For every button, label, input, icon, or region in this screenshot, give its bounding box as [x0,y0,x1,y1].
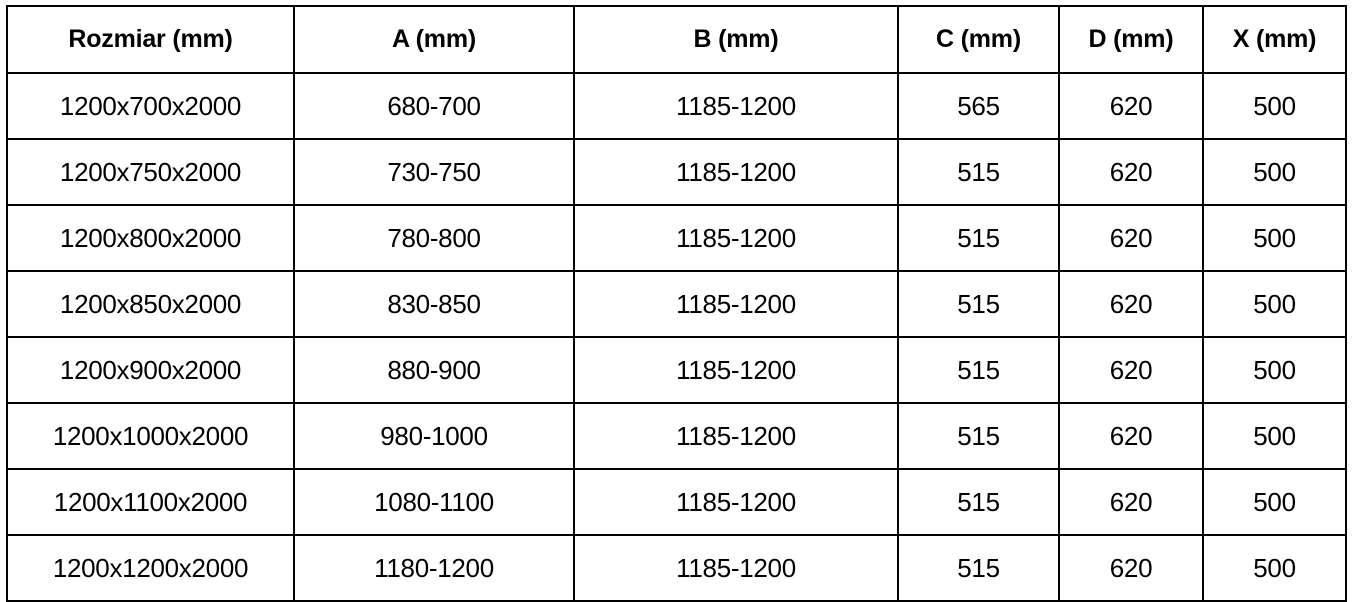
cell-c: 515 [897,138,1060,206]
cell-size: 1200x750x2000 [6,138,295,206]
column-header-b: B (mm) [573,5,899,74]
cell-c: 515 [897,468,1060,536]
cell-b: 1185-1200 [573,72,899,140]
column-header-size: Rozmiar (mm) [6,5,295,74]
cell-b: 1185-1200 [573,468,899,536]
column-header-c: C (mm) [897,5,1060,74]
cell-size: 1200x800x2000 [6,204,295,272]
cell-a: 1080-1100 [293,468,575,536]
cell-size: 1200x1200x2000 [6,534,295,602]
cell-b: 1185-1200 [573,138,899,206]
cell-a: 830-850 [293,270,575,338]
cell-a: 980-1000 [293,402,575,470]
table-row: 1200x750x2000 730-750 1185-1200 515 620 … [6,138,1347,206]
cell-d: 620 [1058,270,1204,338]
cell-a: 730-750 [293,138,575,206]
dimensions-table: Rozmiar (mm) A (mm) B (mm) C (mm) D (mm)… [6,5,1347,602]
table-header-row: Rozmiar (mm) A (mm) B (mm) C (mm) D (mm)… [6,5,1347,74]
cell-size: 1200x1100x2000 [6,468,295,536]
cell-d: 620 [1058,402,1204,470]
cell-b: 1185-1200 [573,534,899,602]
cell-x: 500 [1202,270,1347,338]
column-header-d: D (mm) [1058,5,1204,74]
cell-a: 780-800 [293,204,575,272]
cell-x: 500 [1202,204,1347,272]
cell-c: 515 [897,402,1060,470]
table-row: 1200x900x2000 880-900 1185-1200 515 620 … [6,336,1347,404]
cell-x: 500 [1202,468,1347,536]
table-row: 1200x1100x2000 1080-1100 1185-1200 515 6… [6,468,1347,536]
cell-c: 515 [897,204,1060,272]
cell-d: 620 [1058,468,1204,536]
cell-d: 620 [1058,72,1204,140]
cell-c: 565 [897,72,1060,140]
cell-size: 1200x850x2000 [6,270,295,338]
cell-b: 1185-1200 [573,336,899,404]
table-header: Rozmiar (mm) A (mm) B (mm) C (mm) D (mm)… [6,5,1347,74]
cell-a: 1180-1200 [293,534,575,602]
table-body: 1200x700x2000 680-700 1185-1200 565 620 … [6,72,1347,602]
table-row: 1200x700x2000 680-700 1185-1200 565 620 … [6,72,1347,140]
cell-d: 620 [1058,138,1204,206]
cell-x: 500 [1202,336,1347,404]
cell-b: 1185-1200 [573,204,899,272]
table-row: 1200x1000x2000 980-1000 1185-1200 515 62… [6,402,1347,470]
cell-a: 680-700 [293,72,575,140]
cell-b: 1185-1200 [573,402,899,470]
cell-x: 500 [1202,402,1347,470]
cell-c: 515 [897,534,1060,602]
cell-b: 1185-1200 [573,270,899,338]
cell-c: 515 [897,270,1060,338]
cell-x: 500 [1202,72,1347,140]
cell-a: 880-900 [293,336,575,404]
table-row: 1200x1200x2000 1180-1200 1185-1200 515 6… [6,534,1347,602]
table-row: 1200x850x2000 830-850 1185-1200 515 620 … [6,270,1347,338]
cell-d: 620 [1058,534,1204,602]
cell-d: 620 [1058,336,1204,404]
cell-d: 620 [1058,204,1204,272]
cell-x: 500 [1202,138,1347,206]
cell-size: 1200x1000x2000 [6,402,295,470]
specification-table-container: Rozmiar (mm) A (mm) B (mm) C (mm) D (mm)… [6,5,1347,602]
column-header-x: X (mm) [1202,5,1347,74]
cell-x: 500 [1202,534,1347,602]
cell-size: 1200x900x2000 [6,336,295,404]
table-row: 1200x800x2000 780-800 1185-1200 515 620 … [6,204,1347,272]
cell-size: 1200x700x2000 [6,72,295,140]
cell-c: 515 [897,336,1060,404]
column-header-a: A (mm) [293,5,575,74]
